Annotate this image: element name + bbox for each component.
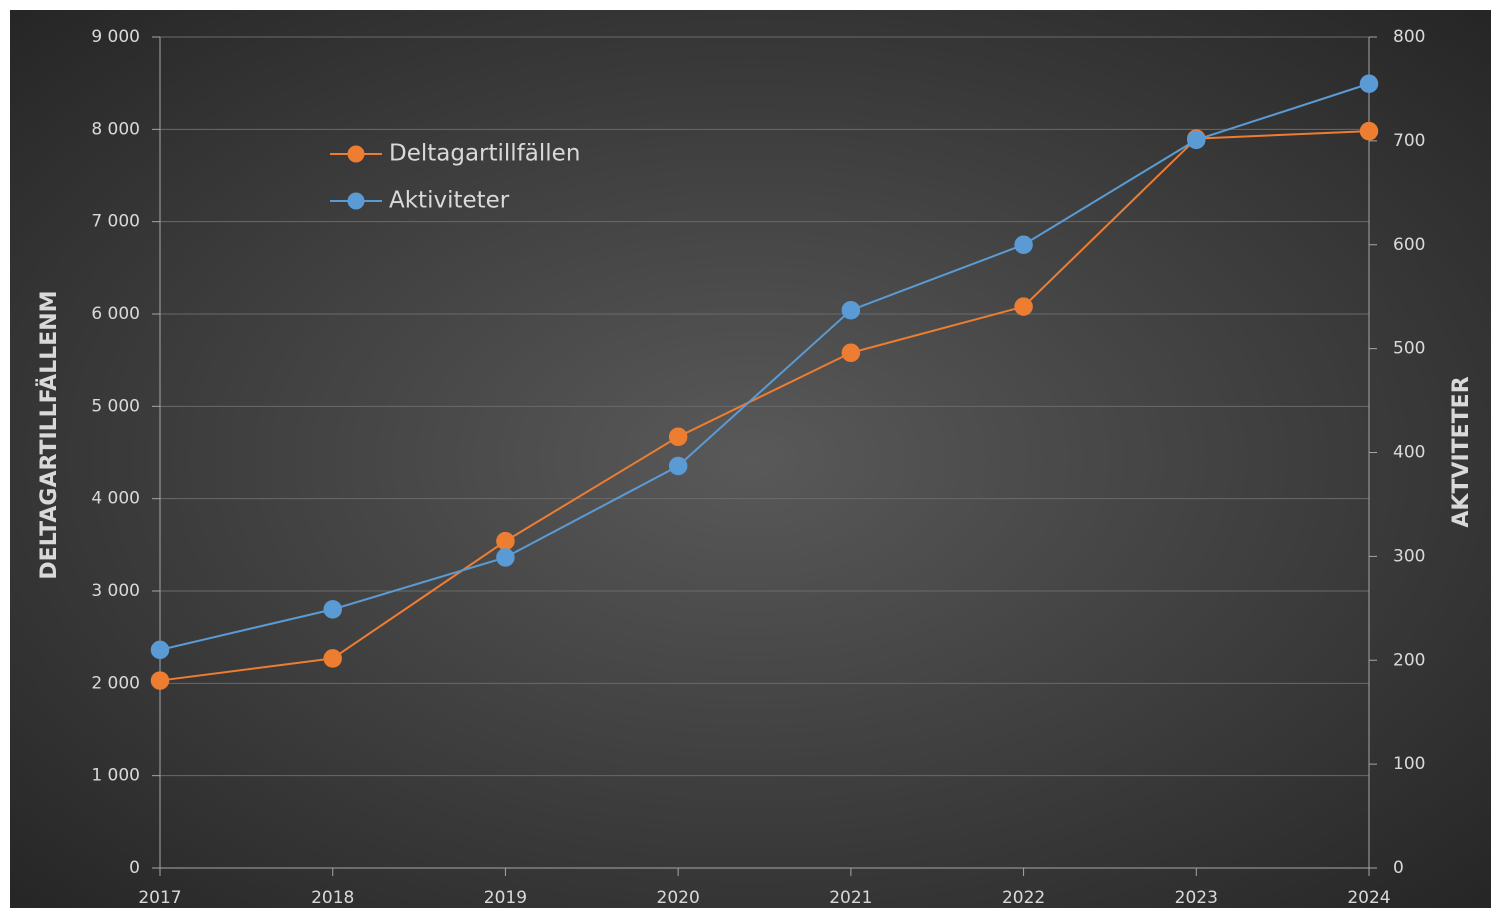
legend-label: Aktiviteter: [389, 188, 510, 214]
series-marker: [1187, 130, 1206, 150]
y2-tick-label: 100: [1393, 754, 1425, 774]
x-tick-label: 2022: [1002, 888, 1045, 908]
series-marker: [150, 671, 170, 690]
series-marker: [841, 300, 861, 320]
y2-tick-label: 0: [1393, 858, 1404, 878]
series-marker: [150, 640, 170, 660]
series-marker: [323, 649, 342, 668]
series-marker: [668, 456, 688, 476]
y-tick-label: 0: [129, 858, 140, 878]
series-marker: [1014, 297, 1033, 316]
series-line: [159, 82, 1370, 651]
series-marker: [496, 531, 515, 551]
x-tick-label: 2024: [1347, 888, 1390, 908]
series-marker: [841, 343, 861, 363]
y2-tick-label: 400: [1393, 443, 1425, 463]
y2-tick-label: 700: [1393, 131, 1425, 151]
series-marker: [323, 600, 342, 619]
x-tick-label: 2023: [1175, 888, 1218, 908]
series-marker: [1014, 235, 1033, 254]
legend-label: Deltagartillfällen: [389, 141, 580, 167]
chart-background: [10, 10, 1491, 908]
series-marker: [668, 427, 688, 447]
y-tick-label: 1 000: [91, 766, 140, 786]
y-tick-label: 2 000: [91, 673, 140, 693]
y2-tick-label: 600: [1393, 235, 1425, 255]
x-tick-label: 2020: [657, 888, 700, 908]
y2-tick-label: 300: [1393, 546, 1425, 566]
y2-tick-label: 500: [1393, 339, 1425, 359]
series-marker: [496, 548, 515, 567]
x-tick-label: 2021: [829, 888, 872, 908]
series-line: [159, 130, 1370, 682]
y-tick-label: 3 000: [91, 581, 140, 601]
series-marker: [1359, 74, 1379, 93]
x-tick-label: 2018: [311, 888, 354, 908]
series-marker: [1359, 121, 1379, 141]
y2-axis-title: AKTVITETER: [1449, 376, 1474, 527]
y2-tick-label: 800: [1393, 27, 1425, 47]
y2-tick-label: 200: [1393, 650, 1425, 670]
legend-marker: [347, 192, 365, 210]
x-tick-label: 2019: [484, 888, 527, 908]
y-tick-label: 4 000: [91, 489, 140, 509]
y-tick-label: 5 000: [91, 396, 140, 416]
legend-marker: [347, 145, 365, 163]
y-tick-label: 6 000: [91, 304, 140, 324]
y-tick-label: 8 000: [91, 119, 140, 139]
y-tick-label: 7 000: [91, 212, 140, 232]
y-axis-title: DELTAGARTILLFÄLLENM: [36, 290, 62, 579]
y-tick-label: 9 000: [91, 27, 140, 47]
x-tick-label: 2017: [138, 888, 181, 908]
